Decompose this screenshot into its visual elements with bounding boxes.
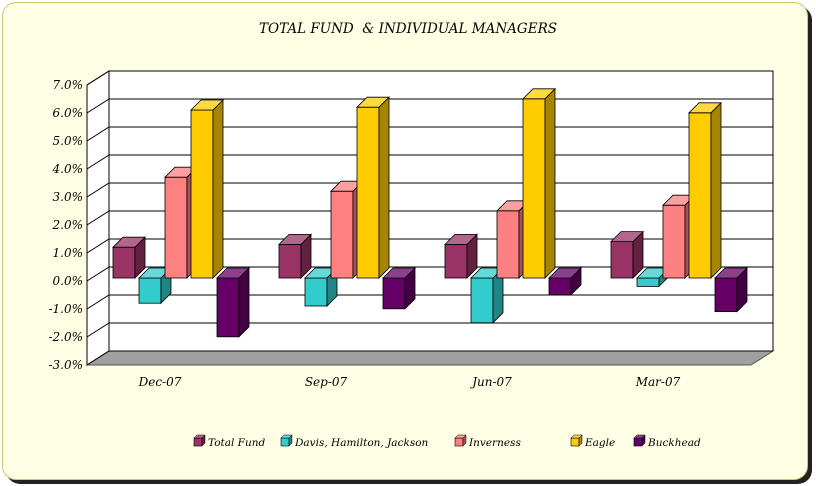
bar-front: [304, 277, 328, 307]
bar-front: [496, 210, 520, 279]
legend-item: Total Fund: [193, 434, 265, 449]
bar-front: [444, 243, 468, 279]
x-axis: Dec-07 Sep-07 Jun-07 Mar-07: [138, 375, 681, 389]
bar-front: [470, 277, 494, 324]
bar: [548, 267, 582, 296]
legend-item: Davis, Hamilton, Jackson: [280, 434, 429, 449]
legend-label: Total Fund: [208, 437, 265, 449]
bar: [112, 236, 146, 279]
bar-top: [356, 96, 390, 108]
legend-label: Inverness: [468, 437, 521, 449]
y-tick-label: 0.0%: [53, 274, 84, 288]
bar: [522, 87, 556, 279]
bar-top: [610, 231, 644, 243]
bar-front: [138, 277, 162, 304]
bar-front: [112, 246, 136, 279]
bar-front: [662, 204, 686, 279]
legend-swatch-top: [633, 434, 646, 439]
bar-front: [610, 241, 634, 279]
bar-side: [710, 101, 722, 279]
bar-front: [164, 176, 188, 279]
y-tick-label: 4.0%: [52, 162, 84, 176]
bar-front: [278, 243, 302, 279]
bar: [444, 233, 478, 279]
y-axis: -3.0% -2.0% -1.0% 0.0% 1.0% 2.0% 3.0% 4.0% 5.0% 6…: [48, 78, 83, 372]
bar-top: [548, 267, 582, 279]
x-tick-label: Dec-07: [138, 375, 182, 389]
bar-front: [688, 112, 712, 279]
y-tick-label: -2.0%: [48, 330, 83, 344]
bar: [216, 267, 250, 338]
y-tick-label: 3.0%: [53, 190, 84, 204]
legend-label: Buckhead: [647, 437, 701, 449]
legend-swatch: [454, 437, 464, 447]
bar-front: [548, 277, 572, 296]
y-tick-label: 6.0%: [53, 106, 84, 120]
bar: [610, 230, 644, 279]
gridline: [86, 70, 773, 86]
bar-top: [522, 88, 556, 100]
legend-item: Eagle: [570, 434, 615, 449]
bar-side: [238, 267, 250, 338]
bar-front: [216, 277, 240, 338]
floor: [85, 350, 775, 366]
gridline: [86, 350, 773, 366]
bar-top: [278, 233, 312, 245]
bar: [190, 99, 224, 279]
bar-top: [190, 99, 224, 111]
bar-top: [112, 236, 146, 248]
bar-front: [522, 98, 546, 279]
x-tick-label: Jun-07: [469, 375, 512, 389]
y-tick-label: 5.0%: [53, 134, 84, 148]
chart-title: TOTAL FUND & INDIVIDUAL MANAGERS: [259, 21, 557, 37]
legend-label: Eagle: [584, 437, 615, 449]
gridline: [86, 322, 773, 338]
legend-swatch-top: [454, 434, 467, 439]
y-tick-label: -1.0%: [48, 302, 83, 316]
bar-top: [382, 267, 416, 279]
legend-item: Buckhead: [633, 434, 701, 449]
x-tick-label: Sep-07: [305, 375, 348, 389]
y-tick-label: 1.0%: [53, 246, 84, 260]
bar: [470, 267, 504, 324]
bar: [714, 267, 748, 313]
y-tick-label: -3.0%: [48, 358, 83, 372]
bar-front: [382, 277, 406, 310]
bar: [304, 267, 338, 307]
bar: [382, 267, 416, 310]
bar-front: [190, 109, 214, 279]
bar-side: [212, 99, 224, 279]
legend-item: Inverness: [454, 434, 521, 449]
bar: [688, 101, 722, 279]
bar-top: [216, 267, 250, 279]
bar-side: [544, 87, 556, 279]
bar-top: [444, 233, 478, 245]
y-tick-label: 2.0%: [52, 218, 84, 232]
legend-swatch-top: [570, 434, 583, 439]
bar-front: [714, 277, 738, 312]
x-tick-label: Mar-07: [635, 375, 681, 389]
bar-top: [714, 267, 748, 279]
y-tick-label: 7.0%: [53, 78, 84, 92]
legend-swatch: [633, 437, 643, 447]
legend-swatch-top: [280, 434, 293, 439]
legend-swatch: [280, 437, 290, 447]
bar-front: [330, 190, 354, 279]
bar: [356, 96, 390, 279]
legend-swatch: [193, 437, 203, 447]
bar: [278, 233, 312, 279]
legend-swatch-top: [193, 434, 206, 439]
bars: [112, 87, 748, 338]
legend-label: Davis, Hamilton, Jackson: [294, 437, 429, 449]
legend-swatch: [570, 437, 580, 447]
legend: Total Fund Davis, Hamilton, Jackson Invern…: [193, 434, 701, 449]
bar-side: [378, 96, 390, 279]
bar-front: [356, 106, 380, 279]
bar-front: [636, 277, 660, 287]
bar-top: [688, 102, 722, 114]
